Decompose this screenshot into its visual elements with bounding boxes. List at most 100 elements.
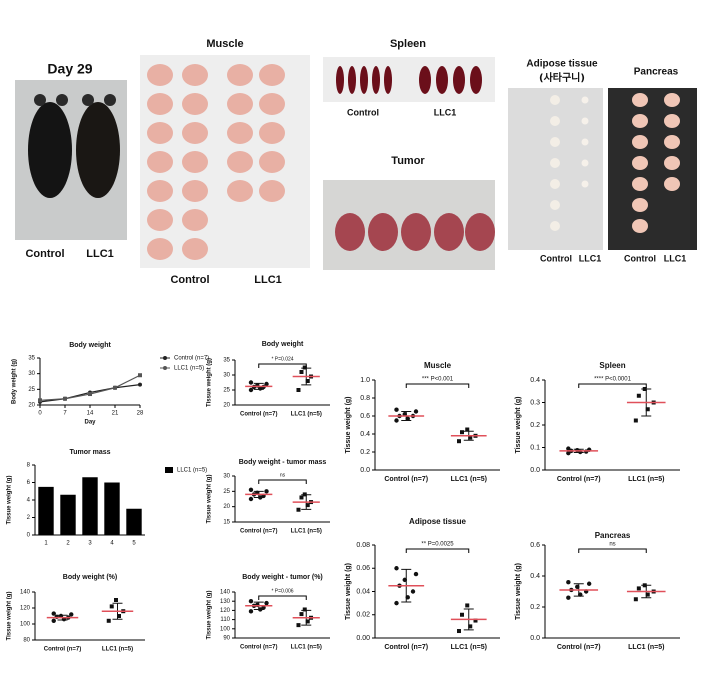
photo-label: LLC1 xyxy=(434,107,457,117)
muscle-piece xyxy=(147,238,173,260)
fat-piece xyxy=(550,200,560,210)
data-point xyxy=(410,589,416,594)
y-tick-label: 25 xyxy=(223,489,230,495)
data-point xyxy=(106,618,111,623)
x-tick-label: 14 xyxy=(87,411,94,417)
y-tick-label: 0.2 xyxy=(530,422,540,429)
muscle-piece xyxy=(182,93,208,115)
chart-title: Body weight - tumor mass xyxy=(239,459,327,466)
y-axis-label: Tissue weight (g) xyxy=(515,563,522,620)
y-tick-label: 15 xyxy=(223,520,230,526)
legend-label: LLC1 (n=5) xyxy=(177,468,207,474)
y-tick-label: 0.3 xyxy=(530,399,540,406)
y-tick-label: 0.4 xyxy=(530,573,540,580)
legend-marker xyxy=(163,366,167,370)
y-tick-label: 4 xyxy=(27,498,31,504)
data-point xyxy=(51,618,56,623)
muscle-piece xyxy=(227,64,253,86)
y-tick-label: 0.0 xyxy=(360,467,370,474)
point xyxy=(138,373,142,378)
point xyxy=(38,398,42,403)
data-point xyxy=(248,599,254,604)
data-point xyxy=(299,370,304,374)
photo-label: Control xyxy=(347,107,379,117)
legend-swatch xyxy=(165,467,173,473)
bar xyxy=(104,482,120,535)
data-point xyxy=(468,435,473,440)
significance-bracket xyxy=(578,548,647,553)
annotation: ** P=0.0025 xyxy=(421,542,454,548)
x-tick-label: Control (n=7) xyxy=(384,476,428,483)
spleen-piece xyxy=(348,66,356,94)
spleen-piece xyxy=(470,66,482,94)
chart: Body weight - tumor (%) 90 100 110 120 130 140… xyxy=(207,574,330,651)
annotation: * P=0.006 xyxy=(271,588,293,594)
chart: Body weight - tumor mass 15 20 25 30 Tissue w… xyxy=(207,459,330,535)
y-tick-label: 0.0 xyxy=(530,635,540,642)
data-point xyxy=(460,430,464,435)
chart-title: Muscle xyxy=(424,361,452,370)
data-point xyxy=(264,600,269,606)
y-tick-label: 140 xyxy=(220,590,231,596)
x-tick-label: 2 xyxy=(66,541,70,547)
x-tick-label: LLC1 (n=5) xyxy=(451,644,487,651)
tumor-piece xyxy=(368,213,398,251)
tumor-piece xyxy=(401,213,431,251)
x-tick-label: Control (n=7) xyxy=(240,645,278,651)
bar xyxy=(126,508,142,535)
y-tick-label: 0.0 xyxy=(530,467,540,474)
data-point xyxy=(645,407,650,412)
data-point xyxy=(394,407,399,412)
muscle-piece xyxy=(182,209,208,231)
data-point xyxy=(248,387,254,393)
x-tick-label: 21 xyxy=(112,411,119,417)
pancreas-piece xyxy=(664,114,680,128)
spleen-piece xyxy=(436,66,448,94)
photo-title: Day 29 xyxy=(47,61,92,77)
spleen-piece xyxy=(453,66,465,94)
photo-label: LLC1 xyxy=(254,274,282,286)
y-tick-label: 0.1 xyxy=(530,444,540,451)
spleen-piece xyxy=(336,66,344,94)
y-axis-label: Tissue weight (g) xyxy=(207,358,213,407)
x-tick-label: 4 xyxy=(110,541,114,547)
photo-title: Spleen xyxy=(390,38,426,50)
y-tick-label: 120 xyxy=(220,608,231,614)
ear xyxy=(56,94,68,106)
y-axis-label: Tissue weight (g) xyxy=(7,476,13,525)
photo-panel: Day 29 Control LLC1 Muscle Control LLC1 … xyxy=(15,38,697,286)
data-point xyxy=(248,609,254,614)
chart-title: Body weight xyxy=(262,341,304,348)
x-tick-label: LLC1 (n=5) xyxy=(102,647,133,653)
photo-label: LLC1 xyxy=(86,248,114,260)
annotation: ns xyxy=(609,542,615,548)
bar xyxy=(38,486,54,535)
data-point xyxy=(586,581,592,586)
muscle-piece xyxy=(182,180,208,202)
fat-piece xyxy=(550,116,560,126)
data-point xyxy=(264,489,269,494)
y-tick-label: 35 xyxy=(28,356,35,362)
x-tick-label: LLC1 (n=5) xyxy=(451,476,487,483)
muscle-piece xyxy=(182,122,208,144)
chart-title: Body weight - tumor (%) xyxy=(242,574,323,581)
y-tick-label: 0.08 xyxy=(356,542,370,549)
y-tick-label: 80 xyxy=(23,638,30,644)
y-tick-label: 30 xyxy=(28,371,35,377)
chart-title: Spleen xyxy=(599,361,625,370)
pancreas-piece xyxy=(632,177,648,191)
tumor-piece xyxy=(465,213,495,251)
y-tick-label: 0.04 xyxy=(356,588,370,595)
data-point xyxy=(633,418,638,423)
y-tick-label: 2 xyxy=(27,515,31,521)
data-point xyxy=(465,603,470,608)
y-tick-label: 0 xyxy=(27,533,31,539)
legend-marker xyxy=(163,356,167,360)
mouse xyxy=(76,102,120,198)
chart: Body weight 20 25 30 35 Body weight (g) 0 7 14 21… xyxy=(12,342,210,426)
photo-label: Control xyxy=(540,253,572,263)
fat-piece xyxy=(581,96,589,104)
significance-bracket xyxy=(405,383,470,388)
y-tick-label: 0.6 xyxy=(360,413,370,420)
chart-title: Pancreas xyxy=(595,531,631,540)
